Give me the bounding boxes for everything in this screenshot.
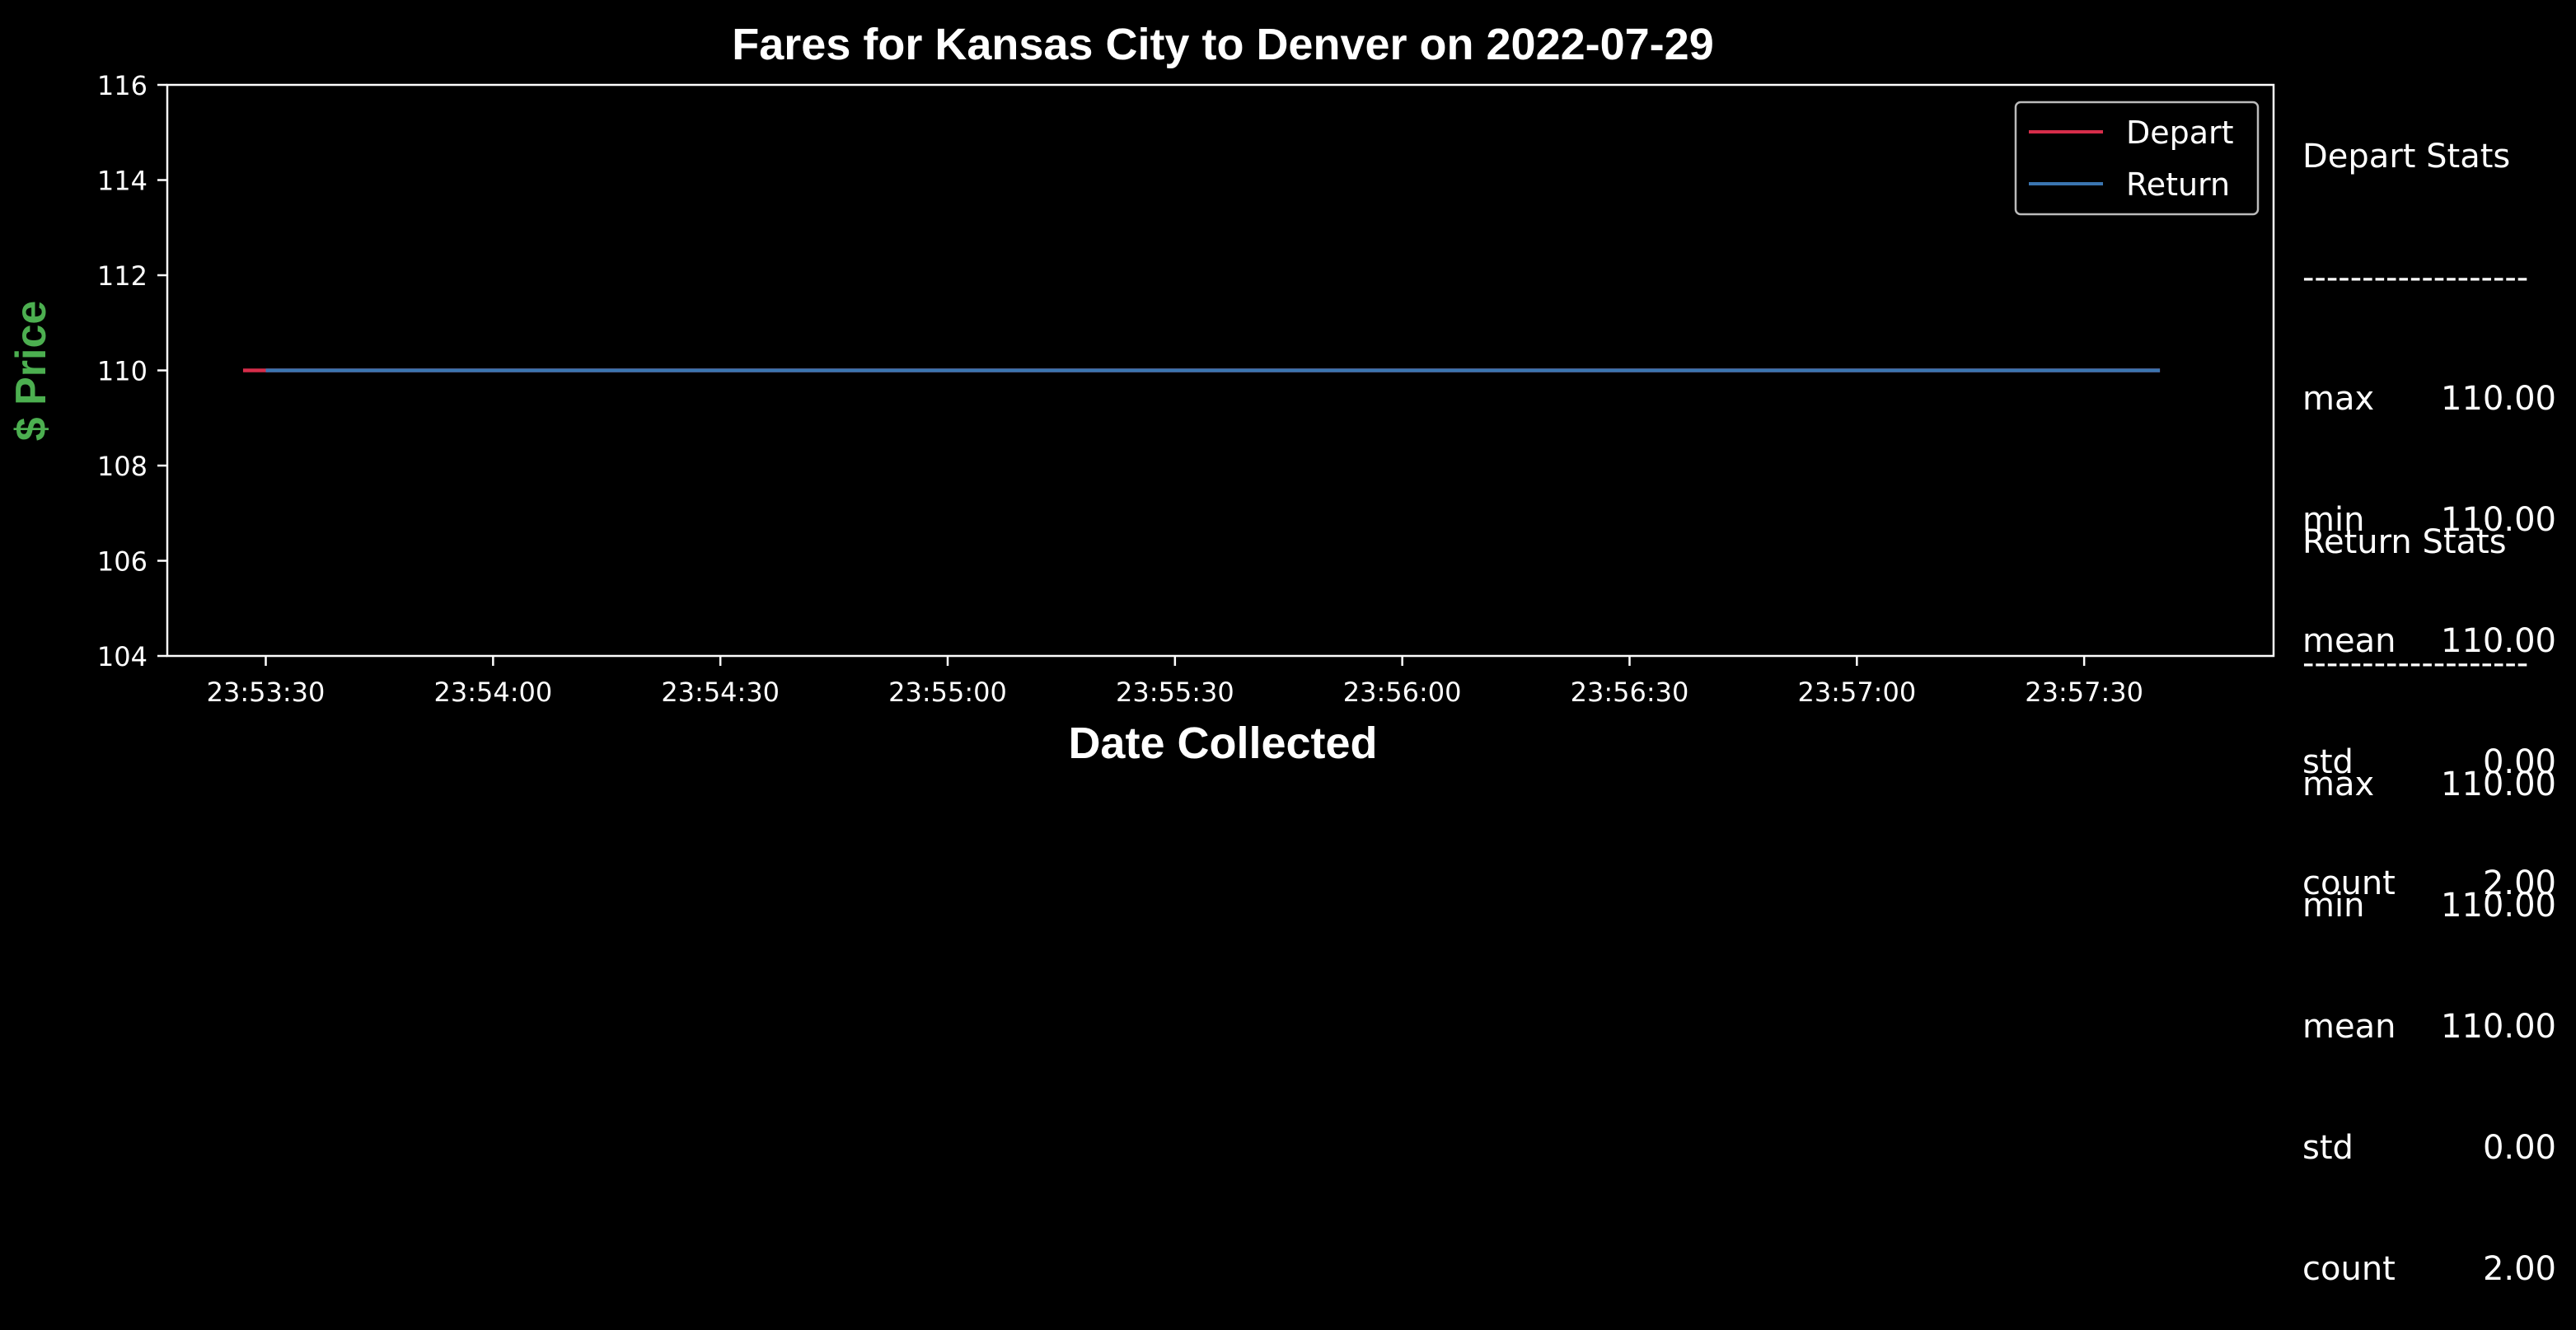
stat-key: mean <box>2302 1008 2396 1046</box>
y-tick-label: 112 <box>97 260 148 292</box>
depart-stats-panel: Depart Stats ------------------- max 110.… <box>2302 56 2556 944</box>
stat-key: max <box>2302 380 2375 418</box>
y-tick-label: 116 <box>97 70 148 101</box>
y-tick-label: 106 <box>97 546 148 578</box>
x-tick-label: 23:53:30 <box>207 677 326 708</box>
stat-row-std: std 0.00 <box>2302 742 2556 783</box>
legend: Depart Return <box>2014 101 2260 216</box>
x-tick-label: 23:57:00 <box>1797 677 1916 708</box>
x-tick-label: 23:54:00 <box>433 677 552 708</box>
depart-stats-divider: ------------------- <box>2302 259 2529 297</box>
stat-row-min: min 110.00 <box>2302 886 2556 926</box>
return-stats-divider: ------------------- <box>2302 644 2529 682</box>
stat-row-mean: mean 110.00 <box>2302 1007 2556 1047</box>
stat-value: 110.00 <box>2441 622 2556 660</box>
stat-key: mean <box>2302 622 2396 660</box>
fare-chart: Fares for Kansas City to Denver on 2022-… <box>7 20 2275 768</box>
stat-value: 2.00 <box>2482 1250 2556 1288</box>
y-tick-label: 110 <box>97 356 148 387</box>
stat-value: 0.00 <box>2482 1129 2556 1167</box>
x-tick-label: 23:55:00 <box>888 677 1007 708</box>
legend-label-return: Return <box>2126 166 2230 203</box>
stat-row-std: std 0.00 <box>2302 1128 2556 1168</box>
stat-key: min <box>2302 887 2365 925</box>
stat-row-min: min 110.00 <box>2302 500 2556 541</box>
stat-row-count: count 2.00 <box>2302 1249 2556 1290</box>
y-axis-ticks: 104 106 108 110 112 114 116 <box>97 70 167 672</box>
x-tick-label: 23:56:00 <box>1343 677 1462 708</box>
return-stats-panel: Return Stats ------------------- max 110.… <box>2302 442 2556 1330</box>
stat-key: max <box>2302 766 2375 803</box>
y-tick-label: 104 <box>97 641 148 672</box>
stat-value: 110.00 <box>2441 766 2556 803</box>
x-tick-label: 23:56:30 <box>1571 677 1689 708</box>
x-axis-label: Date Collected <box>1068 719 1377 768</box>
stat-value: 110.00 <box>2441 380 2556 418</box>
y-axis-label: $ Price <box>7 301 55 442</box>
stat-row-mean: mean 110.00 <box>2302 621 2556 662</box>
x-tick-label: 23:57:30 <box>2025 677 2143 708</box>
y-tick-label: 114 <box>97 166 148 197</box>
stat-row-max: max 110.00 <box>2302 379 2556 419</box>
chart-title: Fares for Kansas City to Denver on 2022-… <box>732 20 1713 69</box>
stat-key: min <box>2302 501 2365 539</box>
stat-value: 0.00 <box>2482 743 2556 781</box>
legend-label-depart: Depart <box>2126 115 2234 151</box>
x-axis-ticks: 23:53:30 23:54:00 23:54:30 23:55:00 23:55:30… <box>207 656 2143 708</box>
x-tick-label: 23:55:30 <box>1116 677 1234 708</box>
stat-row-max: max 110.00 <box>2302 765 2556 805</box>
depart-stats-title: Depart Stats <box>2302 138 2511 176</box>
stat-key: count <box>2302 1250 2396 1288</box>
stat-value: 110.00 <box>2441 501 2556 539</box>
x-tick-label: 23:54:30 <box>661 677 780 708</box>
stat-key: std <box>2302 1129 2354 1167</box>
y-tick-label: 108 <box>97 451 148 482</box>
stat-key: std <box>2302 743 2354 781</box>
stat-value: 110.00 <box>2441 1008 2556 1046</box>
return-stats-title: Return Stats <box>2302 523 2507 561</box>
stat-value: 110.00 <box>2441 887 2556 925</box>
